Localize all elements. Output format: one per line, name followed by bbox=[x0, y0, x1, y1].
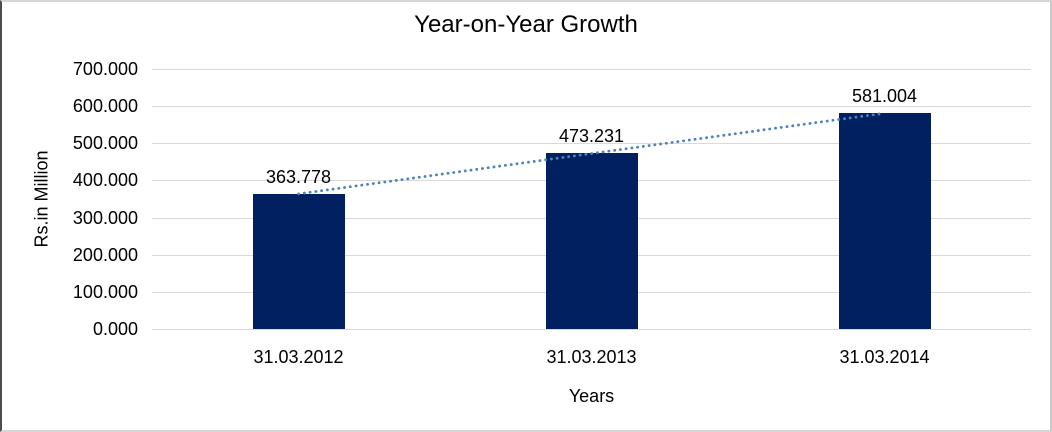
x-tick-label: 31.03.2013 bbox=[546, 347, 637, 367]
x-tick-label: 31.03.2014 bbox=[839, 347, 930, 367]
y-tick-label: 200.000 bbox=[72, 244, 138, 265]
y-tick-label: 400.000 bbox=[72, 170, 138, 191]
gridline bbox=[152, 106, 1031, 108]
y-tick-label: 300.000 bbox=[72, 207, 138, 228]
x-tick-label: 31.03.2012 bbox=[253, 347, 344, 367]
bar bbox=[545, 153, 638, 329]
bar-value-label: 581.004 bbox=[851, 86, 918, 107]
gridline bbox=[152, 69, 1031, 70]
gridline bbox=[152, 329, 1031, 330]
y-tick-label: 700.000 bbox=[72, 59, 138, 79]
bar-value-label: 473.231 bbox=[558, 126, 625, 147]
y-axis-title: Rs.in Million bbox=[31, 150, 52, 248]
y-tick-label: 500.000 bbox=[72, 133, 138, 154]
y-tick-label: 0.000 bbox=[92, 319, 138, 339]
y-tick-label: 100.000 bbox=[72, 281, 138, 302]
y-tick-label: 600.000 bbox=[72, 96, 138, 117]
bar-value-label: 363.778 bbox=[265, 166, 332, 187]
chart-title: Year-on-Year Growth bbox=[414, 11, 638, 38]
bar bbox=[838, 113, 931, 329]
x-axis-title: Years bbox=[568, 386, 615, 406]
bar bbox=[252, 193, 345, 329]
plot-area: 363.778 473.231 581.004 bbox=[152, 69, 1031, 330]
